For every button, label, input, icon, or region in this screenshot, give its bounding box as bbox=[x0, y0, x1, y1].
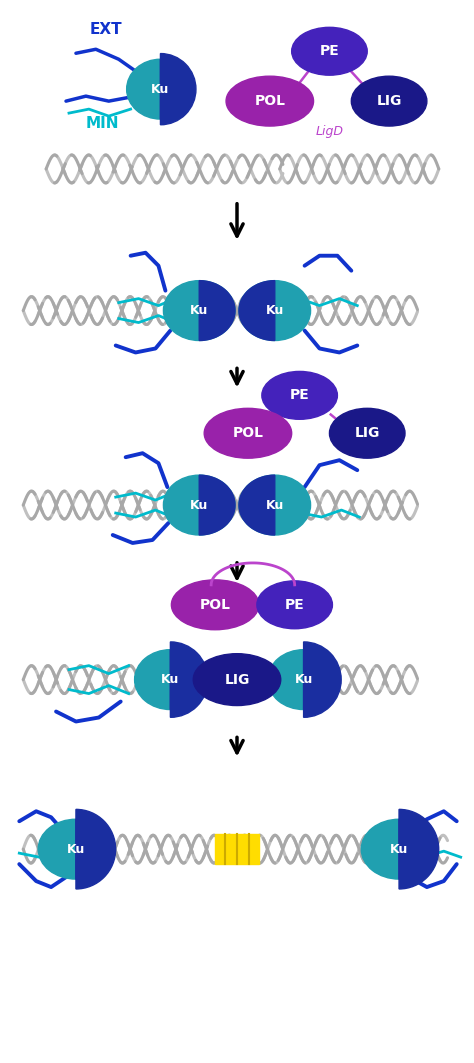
Text: POL: POL bbox=[200, 597, 231, 612]
Ellipse shape bbox=[292, 28, 367, 75]
Text: Ku: Ku bbox=[294, 673, 313, 686]
Text: Ku: Ku bbox=[161, 673, 180, 686]
Ellipse shape bbox=[226, 77, 313, 126]
Polygon shape bbox=[239, 475, 275, 535]
Ellipse shape bbox=[164, 281, 235, 340]
Ellipse shape bbox=[204, 408, 292, 458]
Wedge shape bbox=[76, 809, 116, 889]
Wedge shape bbox=[161, 53, 196, 124]
Text: MIN: MIN bbox=[86, 116, 119, 131]
Ellipse shape bbox=[172, 580, 259, 629]
Ellipse shape bbox=[239, 475, 310, 535]
Text: Ku: Ku bbox=[190, 304, 209, 317]
Text: Ku: Ku bbox=[67, 843, 85, 856]
Polygon shape bbox=[199, 475, 235, 535]
Text: Ku: Ku bbox=[265, 499, 284, 511]
Text: Ku: Ku bbox=[151, 83, 170, 96]
Text: EXT: EXT bbox=[90, 22, 122, 37]
Ellipse shape bbox=[239, 281, 310, 340]
Polygon shape bbox=[239, 281, 275, 340]
Text: POL: POL bbox=[232, 426, 264, 440]
Ellipse shape bbox=[38, 820, 114, 879]
Ellipse shape bbox=[361, 820, 437, 879]
Text: PE: PE bbox=[319, 45, 339, 58]
Ellipse shape bbox=[268, 649, 339, 709]
Text: LIG: LIG bbox=[376, 95, 402, 108]
Polygon shape bbox=[170, 649, 206, 709]
Wedge shape bbox=[304, 642, 341, 718]
Polygon shape bbox=[199, 281, 235, 340]
Ellipse shape bbox=[193, 654, 281, 706]
Wedge shape bbox=[170, 642, 208, 718]
Text: PE: PE bbox=[290, 388, 310, 403]
Polygon shape bbox=[76, 820, 114, 879]
Ellipse shape bbox=[351, 77, 427, 126]
Ellipse shape bbox=[127, 60, 194, 119]
Bar bbox=[215, 672, 259, 688]
Polygon shape bbox=[304, 649, 339, 709]
Text: LigD: LigD bbox=[316, 124, 344, 137]
Text: POL: POL bbox=[255, 95, 285, 108]
Text: LIG: LIG bbox=[355, 426, 380, 440]
Bar bbox=[215, 834, 259, 864]
Ellipse shape bbox=[257, 580, 332, 628]
Wedge shape bbox=[399, 809, 439, 889]
Text: Ku: Ku bbox=[390, 843, 408, 856]
Polygon shape bbox=[399, 820, 437, 879]
Text: LIG: LIG bbox=[224, 673, 250, 687]
Ellipse shape bbox=[262, 371, 337, 419]
Ellipse shape bbox=[164, 475, 235, 535]
Text: Ku: Ku bbox=[265, 304, 284, 317]
Text: PE: PE bbox=[285, 597, 304, 612]
Ellipse shape bbox=[329, 408, 405, 458]
Polygon shape bbox=[161, 60, 194, 119]
Ellipse shape bbox=[135, 649, 206, 709]
Text: Ku: Ku bbox=[190, 499, 209, 511]
